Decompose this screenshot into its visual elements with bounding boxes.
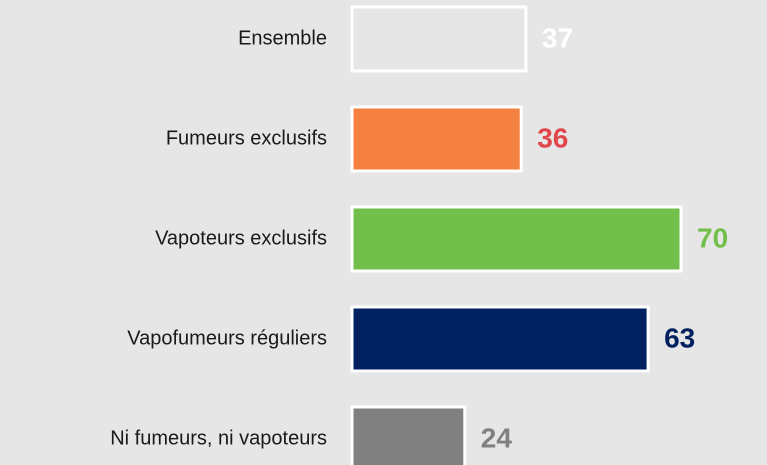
bar: [350, 5, 528, 73]
bar: [350, 105, 523, 173]
value-label: 24: [481, 422, 513, 453]
category-label: Vapoteurs exclusifs: [155, 227, 327, 249]
category-label: Vapofumeurs réguliers: [127, 327, 327, 349]
category-label: Ni fumeurs, ni vapoteurs: [110, 427, 327, 449]
value-label: 70: [697, 222, 728, 253]
value-label: 36: [537, 122, 568, 153]
value-label: 37: [542, 22, 573, 53]
bar: [350, 405, 467, 465]
bar: [350, 205, 683, 273]
value-label: 63: [664, 322, 695, 353]
bar: [350, 305, 650, 373]
category-label: Fumeurs exclusifs: [166, 127, 327, 149]
category-label: Ensemble: [238, 27, 327, 49]
